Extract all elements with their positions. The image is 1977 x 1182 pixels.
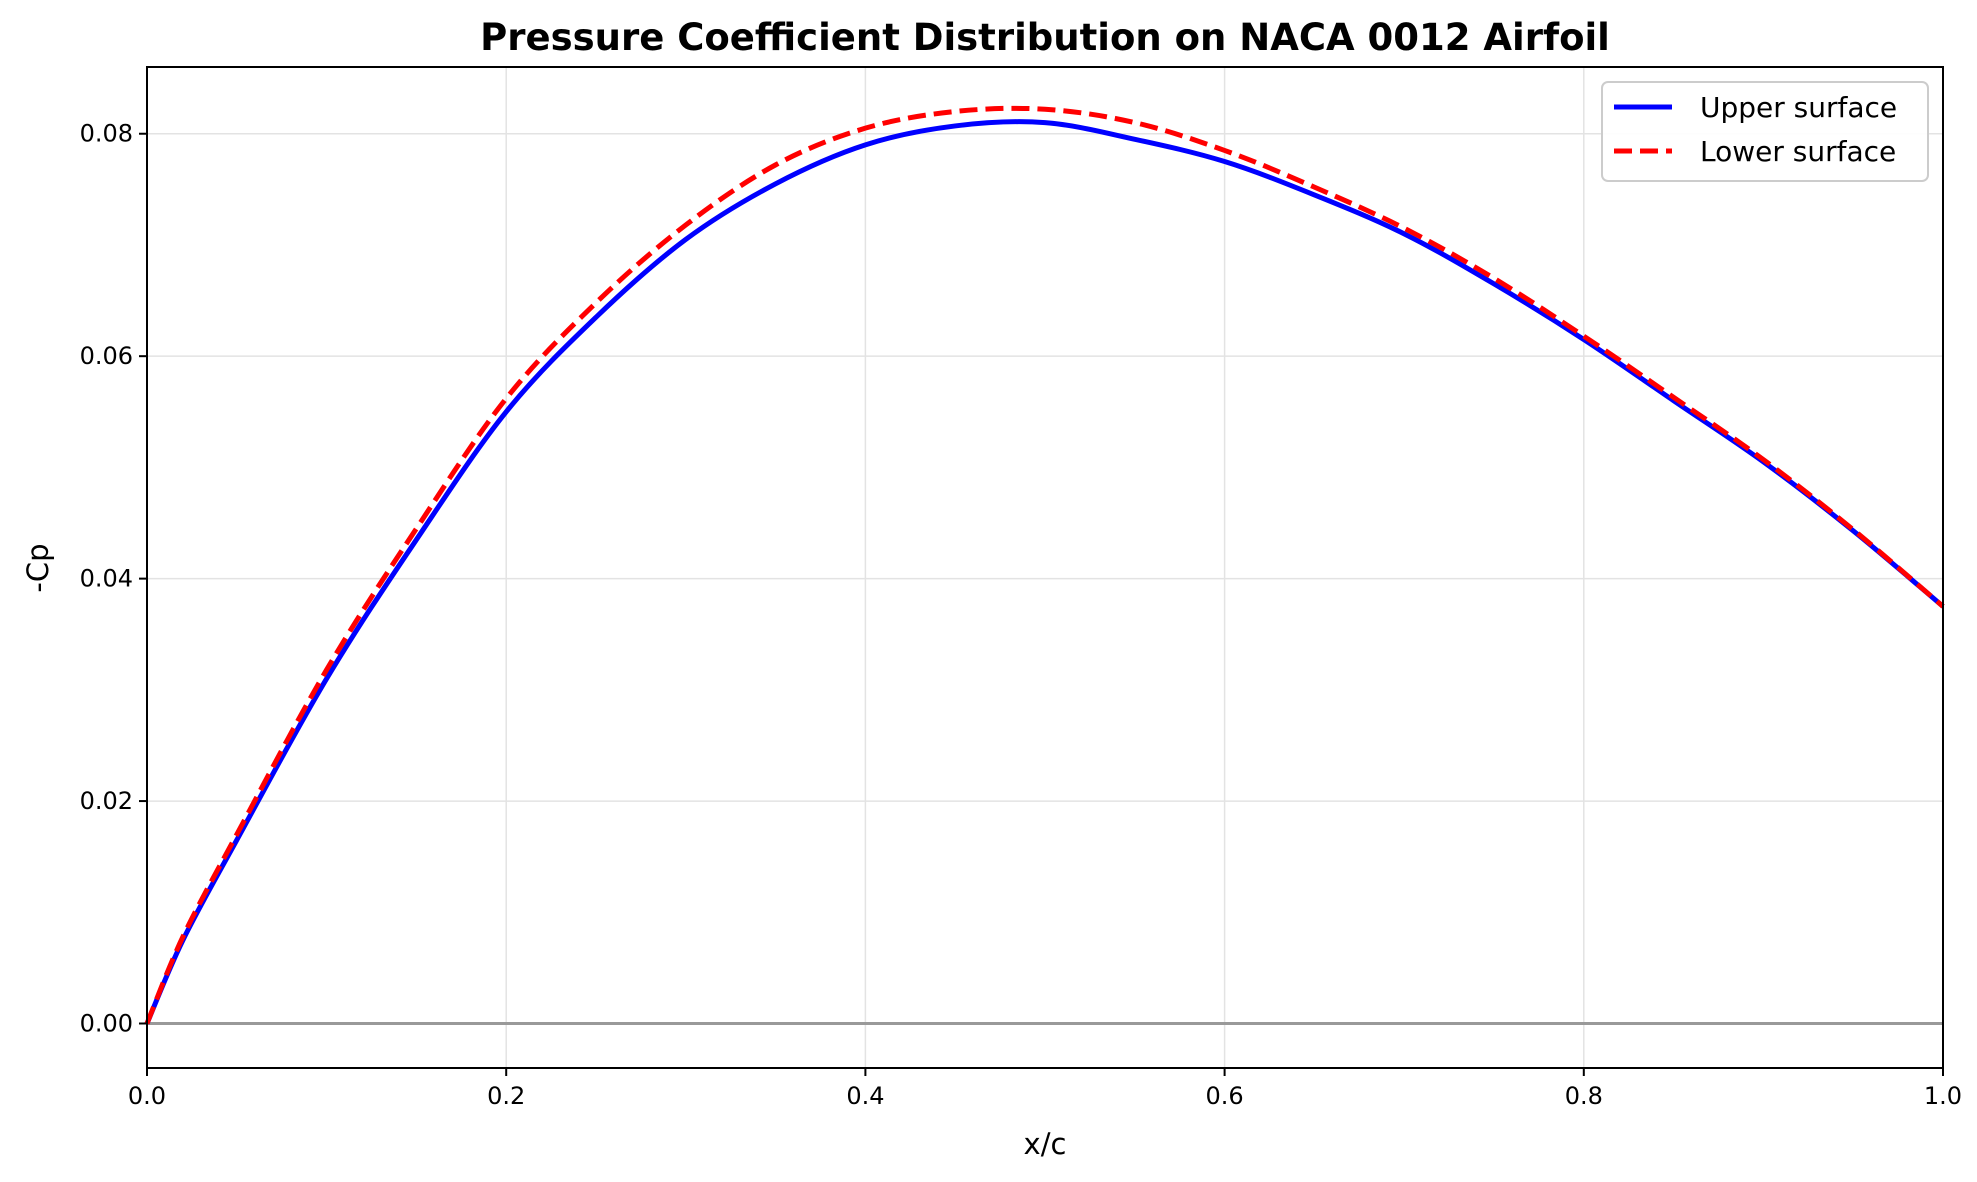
x-axis-label: x/c [1024,1127,1067,1161]
plot-area [147,67,1943,1068]
series-line-upper-surface [144,119,1945,1025]
y-tick-label: 0.02 [80,787,133,815]
y-tick-label: 0.04 [80,565,133,593]
x-tick-label: 1.0 [1924,1082,1962,1110]
chart-title: Pressure Coefficient Distribution on NAC… [480,16,1610,59]
x-tick-label: 0.4 [846,1082,884,1110]
x-axis-ticks: 0.0 0.2 0.4 0.6 0.8 1.0 [128,1068,1962,1110]
y-axis-ticks: 0.00 0.02 0.04 0.06 0.08 [80,120,147,1038]
x-tick-label: 0.0 [128,1082,166,1110]
x-tick-label: 0.6 [1206,1082,1244,1110]
x-tick-label: 0.2 [487,1082,525,1110]
plot-frame [146,66,1944,1069]
y-tick-label: 0.08 [80,120,133,148]
y-tick-label: 0.00 [80,1010,133,1038]
legend-label-upper-surface: Upper surface [1700,91,1897,124]
legend-frame [1601,81,1929,182]
series-layer [144,105,1945,1025]
y-tick-label: 0.06 [80,342,133,370]
x-tick-label: 0.8 [1565,1082,1603,1110]
legend: Upper surface Lower surface [1601,81,1929,182]
y-axis-label: -Cp [21,543,55,592]
series-line-lower-surface [144,105,1945,1025]
legend-label-lower-surface: Lower surface [1700,135,1896,168]
